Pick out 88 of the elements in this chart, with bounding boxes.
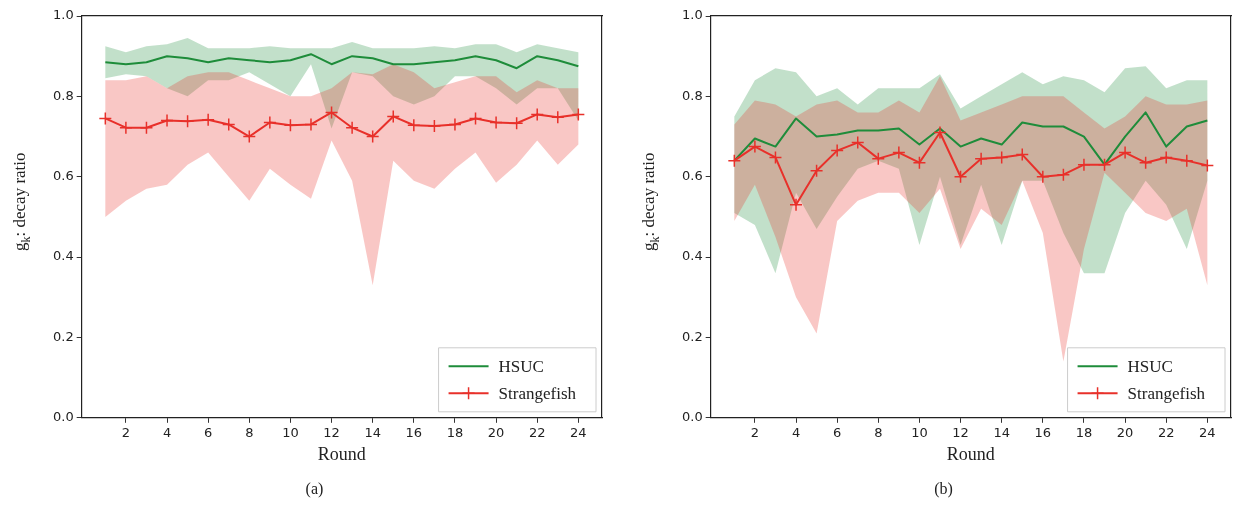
x-tick-label: 14: [993, 424, 1010, 440]
y-tick-label: 1.0: [681, 7, 703, 23]
x-tick-label: 10: [911, 424, 928, 440]
point: [139, 120, 154, 135]
point: [768, 150, 783, 165]
y-tick-label: 0.0: [681, 409, 703, 425]
point: [509, 116, 524, 131]
point: [1097, 157, 1112, 172]
point: [809, 163, 824, 178]
y-tick-label: 0.8: [52, 87, 74, 103]
point: [242, 129, 257, 144]
text: (b): [933, 480, 954, 498]
point: [1180, 153, 1194, 168]
point: [468, 111, 483, 126]
point: [830, 143, 844, 158]
point: [953, 169, 968, 184]
point: [571, 107, 586, 122]
point: [365, 129, 380, 144]
point: [324, 105, 339, 120]
y-tick-label: 0.6: [52, 168, 74, 184]
point: [748, 139, 762, 154]
y-tick-label: 0.2: [52, 328, 74, 344]
x-tick-label: 12: [323, 424, 340, 440]
point: [1138, 155, 1153, 170]
x-tick-label: 2: [121, 424, 131, 440]
x-tick-label: 20: [487, 424, 505, 440]
point: [221, 117, 236, 132]
y-tick-label: 0.0: [52, 409, 74, 425]
point: [489, 115, 503, 130]
point: [160, 113, 174, 128]
x-tick-label: 14: [364, 424, 381, 440]
x-tick-label: 10: [282, 424, 299, 440]
point: [1200, 158, 1215, 173]
point: [1159, 150, 1173, 165]
point: [119, 120, 133, 135]
point: [407, 118, 421, 133]
point: [994, 150, 1009, 165]
x-tick-label: 6: [204, 424, 213, 440]
legend-label: HSUC: [1127, 356, 1173, 376]
point: [1036, 169, 1050, 184]
x-tick-label: 16: [405, 424, 423, 440]
point: [448, 117, 462, 132]
point: [789, 198, 803, 212]
x-tick-label: 18: [446, 424, 464, 440]
y-tick-label: 0.4: [681, 248, 703, 264]
y-tick-label: 0.2: [681, 328, 703, 344]
point: [345, 120, 359, 135]
x-axis-title: Round: [317, 443, 366, 464]
point: [386, 109, 400, 124]
point: [933, 125, 947, 140]
text: (a): [304, 480, 325, 498]
x-tick-label: 18: [1075, 424, 1093, 440]
x-tick-label: 6: [833, 424, 842, 440]
x-tick-label: 12: [952, 424, 969, 440]
x-tick-label: 20: [1116, 424, 1134, 440]
x-axis-title: Round: [946, 443, 995, 464]
point: [727, 153, 742, 168]
point: [530, 107, 544, 122]
point: [1118, 145, 1132, 160]
point: [304, 117, 318, 132]
legend-label: HSUC: [498, 356, 544, 376]
x-tick-label: 4: [162, 424, 172, 440]
y-tick-label: 1.0: [52, 7, 74, 23]
point: [912, 155, 927, 170]
x-tick-label: 8: [874, 424, 883, 440]
x-tick-label: 8: [245, 424, 254, 440]
point: [427, 119, 442, 133]
x-tick-label: 24: [570, 424, 587, 440]
point: [850, 135, 865, 150]
point: [1015, 147, 1029, 162]
point: [263, 115, 277, 130]
legend-label: Strangefish: [1127, 383, 1206, 403]
point: [871, 151, 886, 166]
y-tick-label: 0.4: [52, 248, 74, 264]
legend-label: Strangefish: [498, 383, 577, 403]
point: [892, 145, 906, 160]
x-tick-label: 16: [1034, 424, 1052, 440]
x-tick-label: 22: [1157, 424, 1175, 440]
point: [1077, 157, 1091, 172]
x-tick-label: 2: [750, 424, 760, 440]
point: [98, 111, 113, 126]
y-tick-label: 0.8: [681, 87, 703, 103]
y-tick-label: 0.6: [681, 168, 703, 184]
x-tick-label: 24: [1199, 424, 1216, 440]
point: [974, 151, 988, 166]
x-tick-label: 22: [528, 424, 546, 440]
point: [1056, 167, 1071, 182]
x-tick-label: 4: [791, 424, 801, 440]
